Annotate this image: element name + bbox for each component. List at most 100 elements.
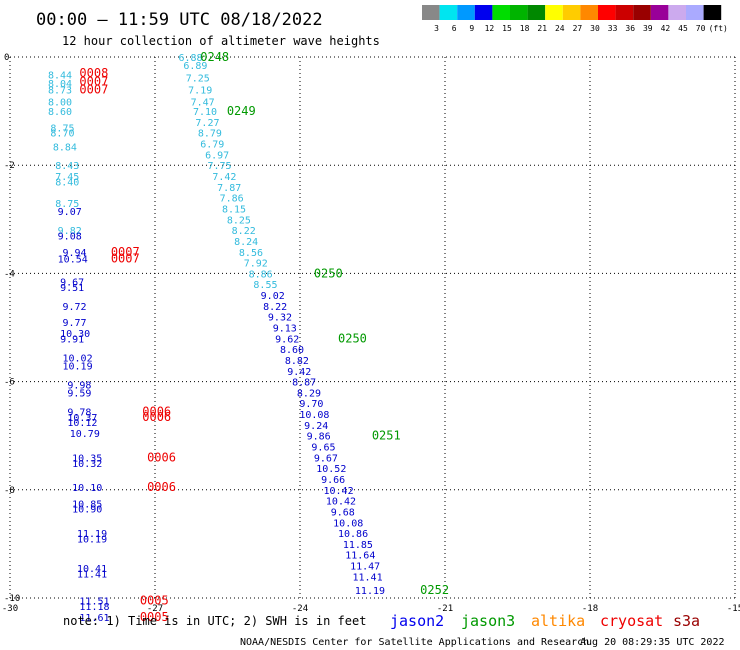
data-point-altika: 7.86 xyxy=(220,194,244,205)
chart-subtitle: 12 hour collection of altimeter wave hei… xyxy=(62,34,380,48)
colorbar-swatch xyxy=(686,5,704,20)
y-tick-label: -6 xyxy=(4,378,15,388)
data-point-jason2: 10.08 xyxy=(333,518,363,529)
colorbar-label: 21 xyxy=(537,24,547,33)
x-tick-label: -15 xyxy=(727,604,740,614)
data-point-jason2: 11.47 xyxy=(350,562,380,573)
legend-altika: altika xyxy=(531,612,585,630)
colorbar-swatch xyxy=(439,5,458,20)
data-point-jason2: 9.24 xyxy=(304,421,328,432)
data-point-altika: 7.19 xyxy=(188,85,212,96)
data-point-altika: 6.79 xyxy=(200,140,224,151)
data-point-jason2: 8.60 xyxy=(280,345,304,356)
data-point-jason2: 9.07 xyxy=(58,207,82,218)
colorbar-label: 6 xyxy=(452,24,457,33)
pass-label-cryosat: 0006 xyxy=(147,480,176,494)
data-point-jason2: 10.52 xyxy=(316,464,346,475)
data-point-altika: 8.56 xyxy=(239,248,263,259)
data-point-altika: 8.73 xyxy=(48,85,72,96)
colorbar-label: 30 xyxy=(590,24,600,33)
data-point-jason2: 10.30 xyxy=(60,329,90,340)
data-point-altika: 7.47 xyxy=(191,97,215,108)
colorbar-swatch xyxy=(422,5,440,20)
pass-label-jason3: 0252 xyxy=(420,583,449,597)
colorbar-label: 36 xyxy=(625,24,635,33)
data-point-altika: 8.75 xyxy=(50,123,74,134)
grid xyxy=(9,56,736,599)
data-point-jason2: 8.87 xyxy=(292,378,316,389)
data-point-altika: 8.44 xyxy=(48,70,72,81)
data-point-altika: 8.22 xyxy=(232,226,256,237)
data-point-jason2: 9.94 xyxy=(63,248,87,259)
data-point-jason2: 9.98 xyxy=(67,380,91,391)
x-tick-label: -21 xyxy=(437,604,453,614)
data-point-jason2: 10.41 xyxy=(77,564,107,575)
colorbar-swatch xyxy=(598,5,616,20)
colorbar-swatch xyxy=(457,5,475,20)
data-point-altika: 7.92 xyxy=(244,259,268,270)
colorbar-label: 15 xyxy=(502,24,512,33)
data-point-altika: 8.00 xyxy=(48,97,72,108)
data-point-altika: 8.70 xyxy=(50,129,74,140)
data-point-jason2: 10.42 xyxy=(326,497,356,508)
pass-label-jason3: 0248 xyxy=(200,50,229,64)
data-point-jason2: 10.79 xyxy=(70,429,100,440)
data-point-altika: 8.25 xyxy=(227,215,251,226)
colorbar-swatch xyxy=(580,5,598,20)
pass-label-cryosat: 0006 xyxy=(142,404,171,418)
data-point-jason2: 10.32 xyxy=(72,459,102,470)
legend: jason2 jason3 altika cryosat s3a xyxy=(390,612,700,630)
colorbar-label: 9 xyxy=(469,24,474,33)
colorbar-swatch xyxy=(633,5,651,20)
colorbar-swatch xyxy=(474,5,493,20)
y-tick-label: -10 xyxy=(4,594,20,604)
data-point-jason2: 8.22 xyxy=(263,302,287,313)
data-point-jason2: 10.85 xyxy=(72,499,102,510)
data-point-jason2: 9.68 xyxy=(331,507,355,518)
x-tick-label: -27 xyxy=(147,604,163,614)
x-tick-label: -30 xyxy=(2,604,18,614)
data-point-altika: 9.82 xyxy=(58,226,82,237)
data-point-altika: 8.86 xyxy=(249,269,273,280)
data-point-jason2: 9.08 xyxy=(58,232,82,243)
pass-label-cryosat: 0006 xyxy=(142,410,171,424)
data-point-jason2: 9.32 xyxy=(268,313,292,324)
data-point-jason2: 10.10 xyxy=(72,483,102,494)
colorbar-swatch xyxy=(545,5,563,20)
pass-label-cryosat: 0007 xyxy=(79,82,108,96)
pass-label-jason3: 0250 xyxy=(314,266,343,280)
data-point-jason2: 11.18 xyxy=(79,602,109,613)
data-point-jason2: 10.90 xyxy=(72,505,102,516)
data-point-jason2: 9.86 xyxy=(307,432,331,443)
footer-timestamp: Aug 20 08:29:35 UTC 2022 xyxy=(580,637,725,648)
pass-label-cryosat: 0008 xyxy=(79,66,108,80)
data-point-jason2: 10.19 xyxy=(77,534,107,545)
colorbar-swatch xyxy=(668,5,686,20)
data-point-altika: 8.75 xyxy=(55,199,79,210)
data-point-altika: 8.60 xyxy=(48,107,72,118)
data-point-jason2: 11.61 xyxy=(79,613,109,624)
pass-labels: 0248024902500250025102520008000700070007… xyxy=(79,50,449,624)
data-point-jason2: 11.41 xyxy=(353,572,383,583)
data-point-jason2: 9.62 xyxy=(275,334,299,345)
data-point-altika: 8.43 xyxy=(55,161,79,172)
data-point-altika: 7.27 xyxy=(195,118,219,129)
colorbar-swatch xyxy=(650,5,669,20)
data-point-altika: 6.88 xyxy=(179,53,203,64)
colorbar-label: 33 xyxy=(608,24,618,33)
colorbar-swatch xyxy=(527,5,546,20)
colorbar-swatch xyxy=(615,5,634,20)
pass-label-cryosat: 0005 xyxy=(140,594,169,608)
data-points: 6.886.89 7.257.197.477.107.278.796.796.97… xyxy=(48,53,385,624)
axis-ticks: -30 -27 -24 -21 -18 -15 0 -2 -4 -6 -8 -10 xyxy=(2,53,740,614)
data-point-jason2: 10.37 xyxy=(67,413,97,424)
colorbar-label: 42 xyxy=(661,24,671,33)
legend-cryosat: cryosat xyxy=(600,612,663,630)
data-point-jason2: 9.67 xyxy=(60,278,84,289)
data-point-altika: 8.40 xyxy=(55,177,79,188)
data-point-jason2: 9.51 xyxy=(60,283,84,294)
data-point-jason2: 10.86 xyxy=(338,529,368,540)
pass-label-cryosat: 0007 xyxy=(79,74,108,88)
data-point-jason2: 9.70 xyxy=(299,399,323,410)
colorbar-label: 70 xyxy=(696,24,706,33)
